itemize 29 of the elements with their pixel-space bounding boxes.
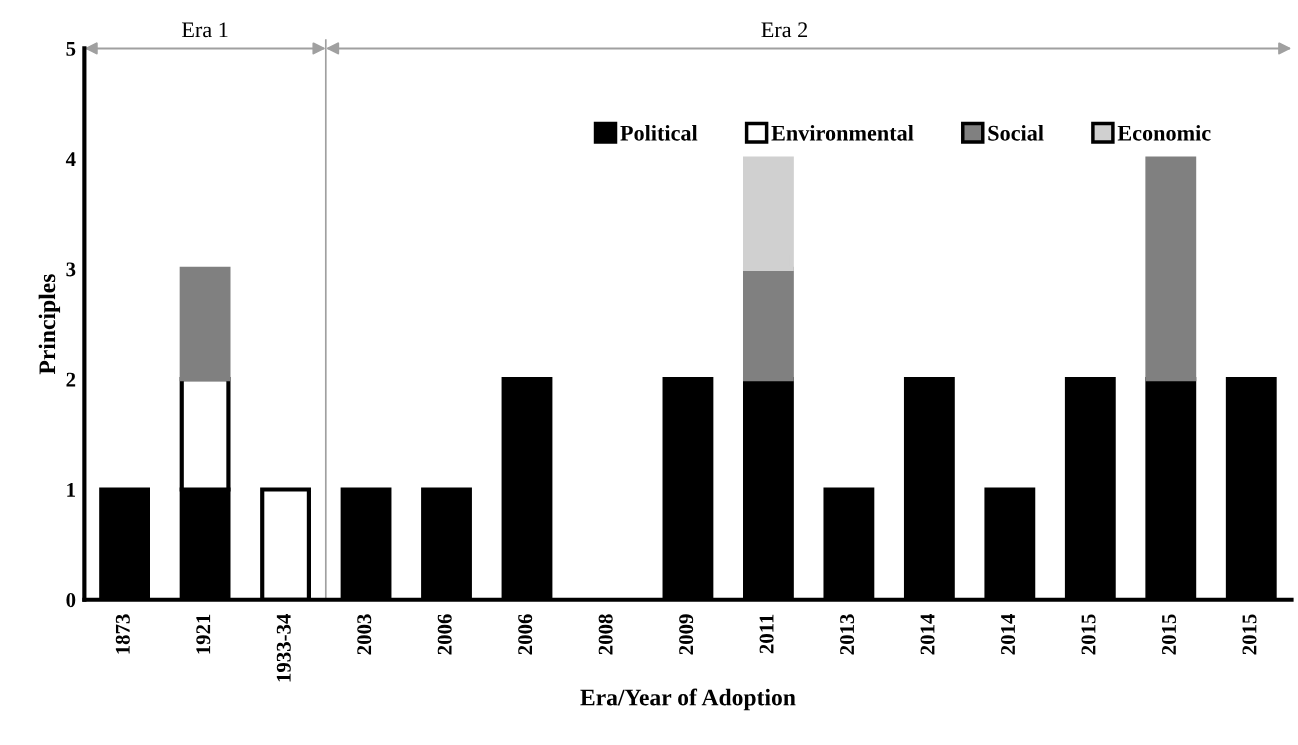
- x-tick-label: 2011: [759, 614, 774, 654]
- legend-label: Social: [988, 125, 1044, 141]
- text: Era 2: [761, 22, 808, 38]
- x-tick-label: 1873: [115, 614, 130, 654]
- x-tick-label: 2006: [437, 614, 452, 655]
- legend-label: Political: [620, 125, 698, 141]
- y-tick-label: 2: [66, 372, 76, 387]
- y-axis-title: Principles: [38, 274, 61, 375]
- x-tick-label: 2015: [1242, 614, 1257, 655]
- x-tick-label: 2006: [518, 614, 533, 655]
- legend-label: Environmental: [771, 125, 914, 141]
- x-tick-label: 2009: [679, 614, 694, 655]
- text: Era 1: [181, 22, 228, 38]
- x-axis-title: Era/Year of Adoption: [580, 688, 796, 711]
- y-tick-label: 3: [66, 262, 76, 277]
- y-tick-label: 4: [65, 152, 76, 166]
- x-tick-label: 2015: [1081, 614, 1096, 655]
- x-tick-label: 1921: [196, 614, 211, 654]
- x-tick-label: 2014: [1001, 614, 1016, 655]
- x-tick-label: 2003: [357, 614, 372, 655]
- y-tick-label: 1: [67, 482, 75, 497]
- legend-label: Economic: [1117, 125, 1211, 141]
- x-tick-label: 2015: [1161, 614, 1177, 655]
- x-tick-label: 2008: [598, 614, 613, 655]
- x-tick-label: 2014: [920, 614, 935, 655]
- y-tick-label: 0: [66, 593, 76, 608]
- x-tick-label: 1933-34: [276, 614, 291, 682]
- x-tick-label: 2013: [840, 614, 855, 655]
- y-tick-label: 5: [66, 42, 76, 56]
